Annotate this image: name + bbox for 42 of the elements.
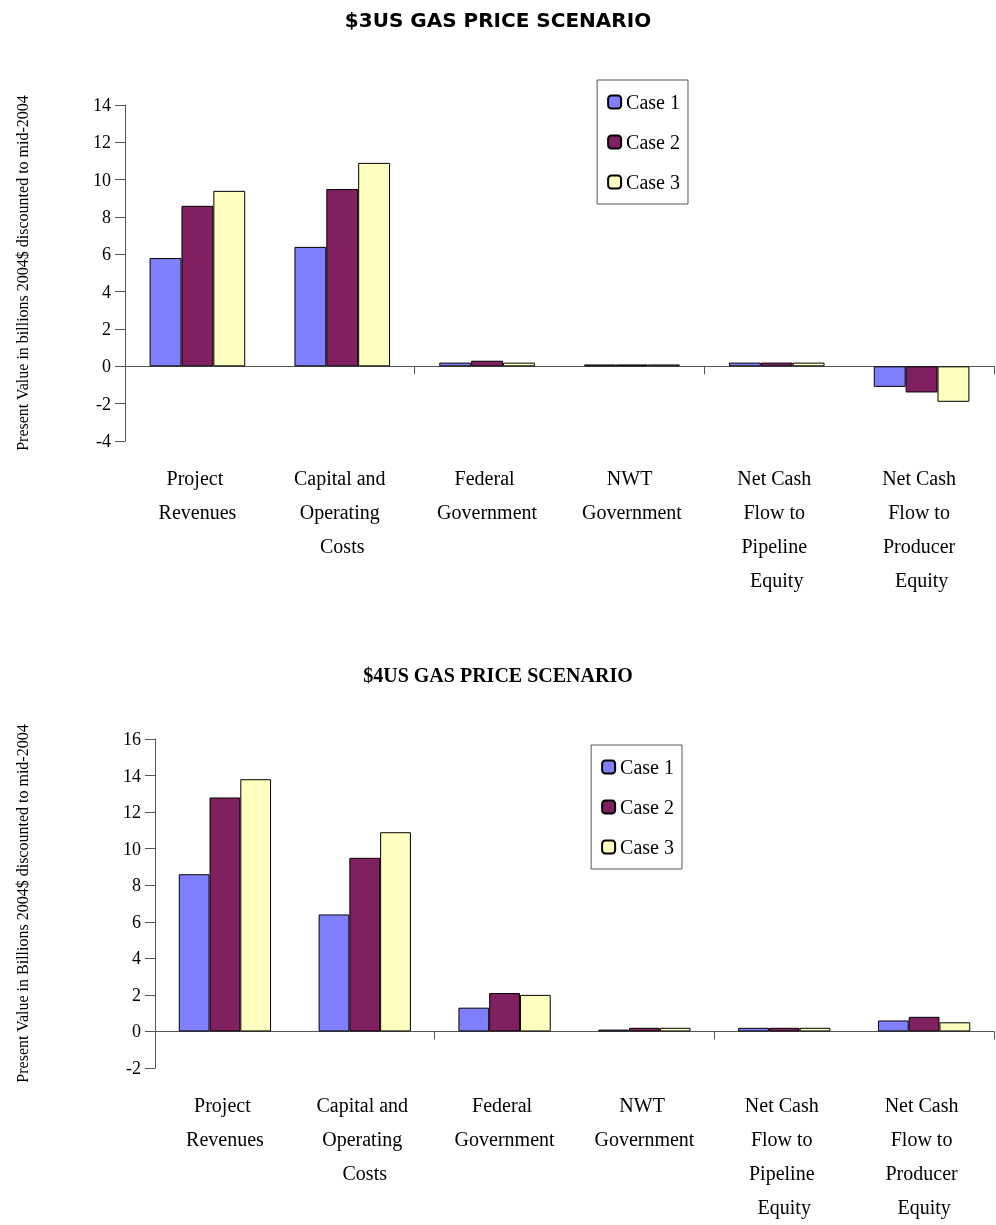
y-tick-label: 12 [123,802,141,823]
legend-label: Case 3 [620,836,675,858]
chart-title: $3US GAS PRICE SCENARIO [344,8,652,32]
x-tick-label: Federal Government [437,467,538,523]
x-tick-label: Federal Government [454,1094,556,1150]
y-tick-label: -2 [96,393,111,414]
chart-title: $4US GAS PRICE SCENARIO [363,664,633,686]
y-tick-label: 14 [123,765,141,786]
x-tick-label: Net Cash Flow to Producer Equity [882,467,962,592]
x-tick-label: Capital and Operating Costs [316,1094,414,1184]
y-tick-label: 4 [102,281,111,302]
y-tick-label: 8 [102,207,111,227]
y-tick-label: 6 [102,244,111,265]
y-axis-title: Present Value in Billions 2004$ discounted to mid-2004 [13,724,31,1083]
y-tick-label: -2 [126,1058,141,1078]
y-axis-title: Present Value in billions 2004$ discounted to mid-2004 [13,95,31,451]
y-tick-label: 2 [132,984,141,1005]
legend-label: Case 2 [620,796,675,818]
y-tick-label: 0 [132,1021,141,1042]
y-tick-label: 14 [93,95,111,115]
x-tick-label: Net Cash Flow to Pipeline Equity [744,1094,824,1219]
y-tick-label: 0 [102,356,111,377]
y-tick-label: -4 [96,431,111,451]
x-tick-label: NWT Government [594,1094,695,1150]
y-tick-label: 12 [93,132,111,153]
y-tick-label: 6 [132,911,141,932]
x-tick-label: Project Revenues [186,1094,264,1150]
x-tick-label: Project Revenues [158,467,237,523]
y-tick-label: 2 [102,319,111,339]
legend-label: Case 1 [620,756,675,778]
y-tick-label: 16 [123,729,141,749]
y-tick-label: 4 [132,948,141,969]
x-tick-label: Capital and Operating Costs [293,467,391,557]
legend-label: Case 3 [626,171,681,193]
x-tick-label: Net Cash Flow to Producer Equity [884,1094,964,1219]
x-tick-label: NWT Government [581,467,683,523]
y-tick-label: 10 [93,169,111,190]
y-tick-label: 10 [123,838,141,859]
legend-label: Case 1 [626,91,681,113]
x-tick-label: Net Cash Flow to Pipeline Equity [737,467,817,592]
y-tick-label: 8 [132,875,141,896]
legend-label: Case 2 [626,131,681,153]
